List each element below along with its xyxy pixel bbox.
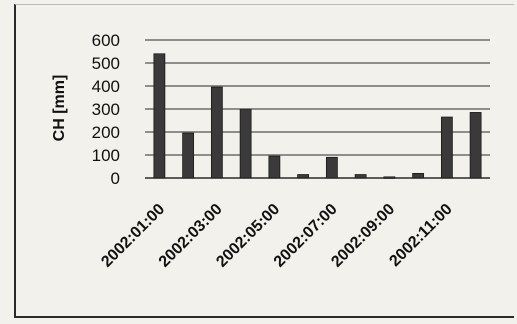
y-axis-ticks: 0 100 200 300 400 500 600 <box>92 31 120 188</box>
x-tick-label: 2002:11:00 <box>386 201 455 270</box>
y-tick-label: 400 <box>92 77 120 96</box>
grid-lines <box>145 39 490 179</box>
bar-2002:03:00 <box>210 86 223 179</box>
bar-2002:02:00 <box>182 132 195 179</box>
bar-2002:07:00 <box>325 156 338 179</box>
bars <box>153 53 482 179</box>
bar-2002:06:00 <box>297 174 310 179</box>
y-tick-label: 200 <box>92 123 120 142</box>
y-tick-label: 100 <box>92 146 120 165</box>
chart-frame <box>14 4 514 318</box>
bar-2002:05:00 <box>268 155 281 179</box>
bar-2002:11:00 <box>440 116 453 179</box>
y-axis-label: CH [mm] <box>51 75 68 142</box>
y-tick-label: 600 <box>92 31 120 50</box>
x-axis-ticks: 2002:01:002002:03:002002:05:002002:07:00… <box>98 201 455 271</box>
bar-2002:01:00 <box>153 53 166 179</box>
y-tick-label: 500 <box>92 54 120 73</box>
y-tick-label: 300 <box>92 100 120 119</box>
bar-2002:10:00 <box>412 172 425 179</box>
bar-2002:09:00 <box>383 176 396 179</box>
y-tick-label: 0 <box>111 169 120 188</box>
bar-2002:04:00 <box>239 108 252 179</box>
bar-2002:12:00 <box>469 112 482 179</box>
bar-2002:08:00 <box>354 174 367 179</box>
